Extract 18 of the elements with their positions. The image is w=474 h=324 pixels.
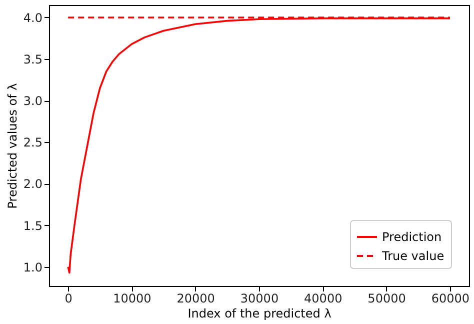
y-tick-label: 3.5 xyxy=(23,52,42,67)
x-tick-label: 30000 xyxy=(240,292,279,306)
x-tick-label: 60000 xyxy=(431,292,470,306)
x-tick-label: 40000 xyxy=(304,292,342,306)
y-tick-label: 1.0 xyxy=(23,260,42,274)
y-tick-label: 3.0 xyxy=(23,94,42,108)
legend-label: True value xyxy=(381,249,444,263)
y-tick-label: 1.5 xyxy=(23,218,42,233)
y-tick-label: 2.5 xyxy=(23,136,42,150)
x-tick-label: 50000 xyxy=(368,292,406,306)
x-tick-label: 0 xyxy=(64,292,72,306)
x-axis-title: Index of the predicted λ xyxy=(188,306,332,320)
y-tick-label: 4.0 xyxy=(23,10,42,25)
legend-label: Prediction xyxy=(382,230,442,244)
x-tick-label: 20000 xyxy=(176,292,215,306)
y-axis-title: Predicted values of λ xyxy=(5,83,20,209)
x-tick-label: 10000 xyxy=(113,292,152,306)
y-tick-label: 2.0 xyxy=(23,177,42,192)
